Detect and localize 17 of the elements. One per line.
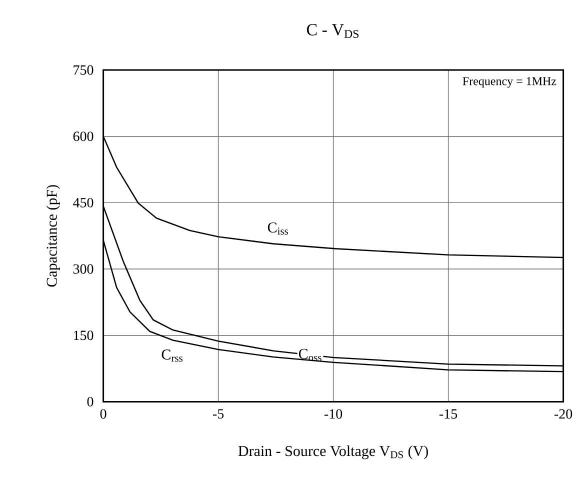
x-tick-label: -10	[324, 409, 342, 419]
y-tick-label: 300	[73, 264, 94, 274]
annotation: Frequency = 1MHz	[462, 77, 556, 88]
y-tick-label: 600	[73, 132, 94, 142]
x-tick-label: -15	[439, 409, 458, 419]
x-tick-label: -5	[212, 409, 224, 419]
chart-title: C - V$_{DS}$	[306, 24, 359, 38]
y-tick-label: 150	[74, 330, 94, 340]
y-tick-label: 450	[73, 198, 94, 208]
x-tick-label: -20	[554, 409, 572, 419]
x-axis-title: Drain - Source Voltage V$_{DS}$ (V)	[238, 446, 428, 460]
y-tick-label: 750	[74, 65, 94, 75]
x-tick-label: 0	[100, 409, 106, 419]
series-label: C$_{iss}$	[268, 222, 288, 235]
y-axis-title: Capacitance (pF)	[46, 185, 60, 287]
y-tick-label: 0	[87, 396, 94, 406]
series-label: C$_{rss}$	[162, 350, 182, 362]
